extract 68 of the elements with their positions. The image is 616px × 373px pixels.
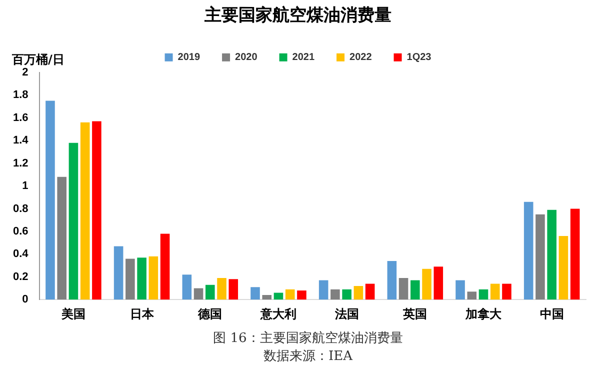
- bar: [434, 266, 444, 300]
- bar: [570, 208, 580, 300]
- y-tick-label: 1.2: [12, 157, 28, 170]
- x-tick-label: 加拿大: [464, 307, 502, 322]
- y-tick-label: 1.4: [12, 134, 30, 147]
- bar: [297, 290, 306, 300]
- x-tick-label: 意大利: [259, 307, 296, 322]
- bar: [422, 268, 432, 300]
- y-tick-label: 0: [22, 294, 28, 306]
- source-note: 数据来源：IEA: [262, 348, 354, 366]
- bar: [217, 278, 226, 300]
- x-tick-label: 英国: [402, 307, 428, 322]
- bar: [398, 278, 408, 300]
- bar: [137, 258, 146, 300]
- bar: [365, 284, 375, 300]
- bar: [160, 234, 170, 300]
- bar: [228, 279, 238, 300]
- legend-label: 2021: [292, 52, 315, 64]
- bar: [285, 289, 295, 300]
- caption: 图 16：主要国家航空煤油消费量: [212, 330, 404, 348]
- bar: [410, 280, 420, 300]
- bar: [342, 289, 352, 300]
- bar: [148, 256, 158, 300]
- bar: [114, 246, 124, 300]
- bar: [68, 142, 78, 300]
- bar: [490, 284, 500, 300]
- bar: [524, 202, 534, 300]
- bar: [467, 292, 477, 300]
- y-tick-label: 1.6: [12, 112, 28, 124]
- bar: [126, 258, 135, 300]
- y-axis-title: 百万桶/日: [11, 52, 64, 67]
- bar: [57, 176, 66, 300]
- y-tick-label: 1.8: [12, 89, 28, 102]
- x-tick-label: 日本: [130, 307, 155, 322]
- y-tick-label: 0.6: [12, 225, 28, 238]
- y-tick-label: 0.8: [12, 202, 28, 215]
- bar: [250, 287, 260, 300]
- x-tick-label: 中国: [540, 307, 564, 322]
- bar: [330, 289, 340, 300]
- y-tick-label: 2: [22, 66, 28, 78]
- y-tick-label: 0.2: [12, 270, 28, 283]
- y-tick-label: 0.4: [12, 248, 30, 260]
- bar: [478, 289, 488, 300]
- legend-label: 1Q23: [406, 52, 432, 64]
- bar: [80, 122, 90, 300]
- x-tick-label: 法国: [334, 307, 359, 322]
- bar: [182, 274, 192, 300]
- bar: [558, 236, 568, 300]
- bar: [354, 286, 364, 300]
- x-tick-label: 美国: [60, 307, 86, 322]
- bar: [92, 121, 102, 300]
- bar: [387, 260, 397, 300]
- y-tick-label: 1: [22, 180, 28, 192]
- x-tick-label: 德国: [197, 307, 222, 322]
- legend-label: 2020: [235, 52, 258, 64]
- bar: [536, 214, 545, 300]
- bar: [547, 210, 556, 300]
- chart-title: 主要国家航空煤油消费量: [204, 6, 392, 26]
- legend-label: 2022: [350, 52, 372, 64]
- bar: [46, 100, 55, 300]
- bar: [318, 280, 328, 300]
- bar: [194, 288, 204, 300]
- bar: [274, 292, 284, 300]
- bar: [205, 284, 215, 300]
- legend-label: 2019: [178, 52, 200, 64]
- bar: [262, 295, 272, 300]
- bar: [456, 280, 465, 300]
- bar: [502, 284, 512, 300]
